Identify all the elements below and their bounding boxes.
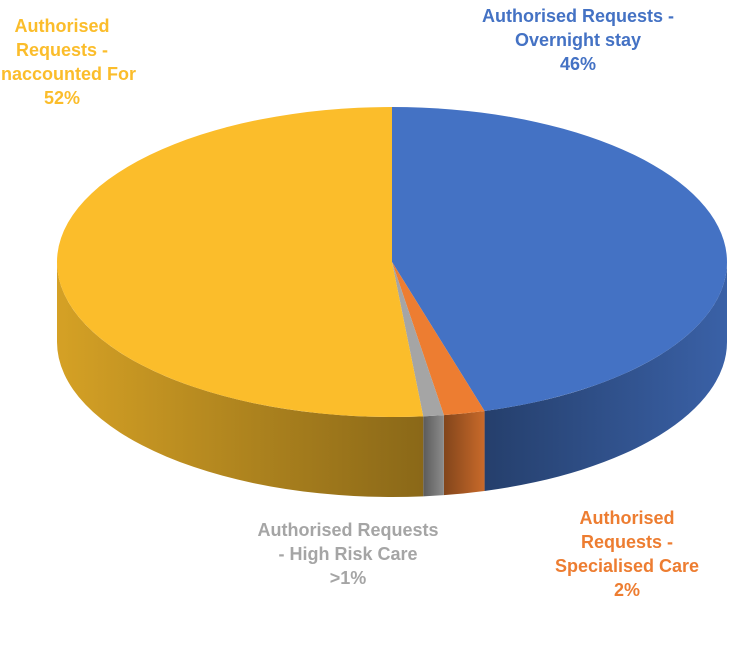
slice-side	[423, 415, 444, 497]
slice	[392, 262, 485, 416]
slice	[392, 262, 444, 417]
value-label: 46%	[559, 54, 597, 74]
slice-label: Authorised Requests - Overnight stay 46%	[478, 4, 678, 76]
category-name: Authorised Requests - Overnight stay	[481, 6, 675, 50]
slice-side	[56, 262, 424, 498]
slice	[56, 107, 424, 417]
slice	[392, 107, 727, 411]
slice-side	[443, 410, 485, 496]
value-label: 52%	[43, 88, 81, 108]
slice-side	[484, 262, 727, 491]
slice-label: Authorised Requests - Unaccounted For 52%	[0, 14, 137, 110]
category-name: Authorised Requests - Unaccounted For	[0, 16, 136, 84]
value-label: >1%	[329, 568, 367, 588]
value-label: 2%	[613, 580, 640, 600]
slice-label: Authorised Requests - Specialised Care 2%	[552, 506, 702, 602]
category-name: Authorised Requests - High Risk Care	[257, 520, 439, 564]
slice-label: Authorised Requests - High Risk Care >1%	[253, 518, 443, 590]
category-name: Authorised Requests - Specialised Care	[554, 508, 700, 576]
